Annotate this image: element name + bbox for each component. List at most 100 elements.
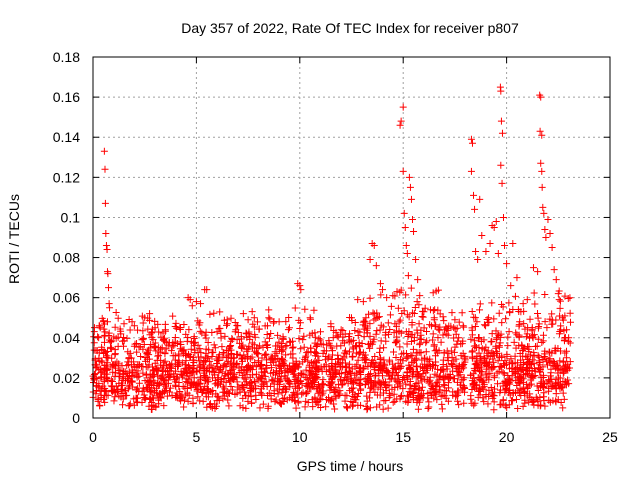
data-point xyxy=(339,380,347,388)
data-point xyxy=(513,363,521,371)
data-point xyxy=(485,386,493,394)
data-point xyxy=(292,357,300,365)
data-point xyxy=(272,396,280,404)
data-point xyxy=(242,329,250,337)
data-point xyxy=(277,400,285,408)
data-point xyxy=(430,342,438,350)
data-point xyxy=(248,339,256,347)
data-point xyxy=(533,342,541,350)
data-point xyxy=(183,384,191,392)
data-point xyxy=(234,350,242,358)
data-point xyxy=(303,389,311,397)
data-point xyxy=(419,313,427,321)
data-point xyxy=(398,391,406,399)
data-point xyxy=(559,357,567,365)
data-point xyxy=(126,400,134,408)
data-point xyxy=(126,381,134,389)
data-point xyxy=(220,388,228,396)
y-tick-label: 0.12 xyxy=(53,169,80,185)
data-point xyxy=(556,366,564,374)
data-point xyxy=(550,266,558,274)
data-point xyxy=(531,300,539,308)
data-point xyxy=(395,318,403,326)
data-point xyxy=(250,314,258,322)
data-point xyxy=(173,389,181,397)
data-point xyxy=(501,242,509,250)
data-point xyxy=(161,326,169,334)
data-point xyxy=(361,375,369,383)
x-tick-label: 0 xyxy=(89,429,97,445)
data-points xyxy=(89,83,575,414)
data-point xyxy=(364,375,372,383)
data-point xyxy=(101,387,109,395)
data-point xyxy=(247,393,255,401)
data-point xyxy=(108,345,116,353)
data-point xyxy=(259,400,267,408)
data-point xyxy=(406,363,414,371)
data-point xyxy=(204,339,212,347)
data-point xyxy=(471,322,479,330)
data-point xyxy=(301,353,309,361)
data-point xyxy=(249,320,257,328)
data-point xyxy=(102,229,110,237)
data-point xyxy=(110,397,118,405)
data-point xyxy=(548,310,556,318)
data-point xyxy=(426,376,434,384)
data-point xyxy=(129,383,137,391)
data-point xyxy=(528,325,536,333)
data-point xyxy=(366,256,374,264)
data-point xyxy=(529,372,537,380)
data-point xyxy=(103,352,111,360)
data-point xyxy=(145,377,153,385)
data-point xyxy=(293,380,301,388)
data-point xyxy=(478,345,486,353)
data-point xyxy=(289,343,297,351)
data-point xyxy=(204,378,212,386)
data-point xyxy=(320,347,328,355)
data-point xyxy=(487,338,495,346)
data-point xyxy=(113,358,121,366)
data-point xyxy=(255,325,263,333)
data-point xyxy=(190,333,198,341)
data-point xyxy=(100,332,108,340)
data-point xyxy=(124,358,132,366)
data-point xyxy=(451,325,459,333)
data-point xyxy=(275,338,283,346)
data-point xyxy=(468,354,476,362)
data-point xyxy=(325,337,333,345)
data-point xyxy=(100,370,108,378)
data-point xyxy=(473,355,481,363)
data-point xyxy=(500,370,508,378)
data-point xyxy=(467,371,475,379)
data-point xyxy=(495,309,503,317)
data-point xyxy=(119,401,127,409)
data-point xyxy=(197,300,205,308)
data-point xyxy=(239,404,247,412)
data-point xyxy=(341,330,349,338)
data-point xyxy=(386,325,394,333)
data-point xyxy=(175,359,183,367)
data-point xyxy=(277,363,285,371)
data-point xyxy=(214,357,222,365)
data-point xyxy=(239,310,247,318)
data-point xyxy=(364,362,372,370)
data-point xyxy=(335,369,343,377)
data-point xyxy=(359,349,367,357)
data-point xyxy=(184,333,192,341)
data-point xyxy=(246,373,254,381)
data-point xyxy=(148,363,156,371)
data-point xyxy=(240,374,248,382)
data-point xyxy=(375,313,383,321)
data-point xyxy=(110,386,118,394)
data-point xyxy=(329,373,337,381)
data-point xyxy=(552,397,560,405)
data-point xyxy=(151,324,159,332)
data-point xyxy=(172,382,180,390)
data-point xyxy=(147,329,155,337)
data-point xyxy=(543,358,551,366)
data-point xyxy=(100,396,108,404)
data-point xyxy=(454,397,462,405)
data-point xyxy=(380,363,388,371)
data-point xyxy=(359,298,367,306)
data-point xyxy=(470,313,478,321)
